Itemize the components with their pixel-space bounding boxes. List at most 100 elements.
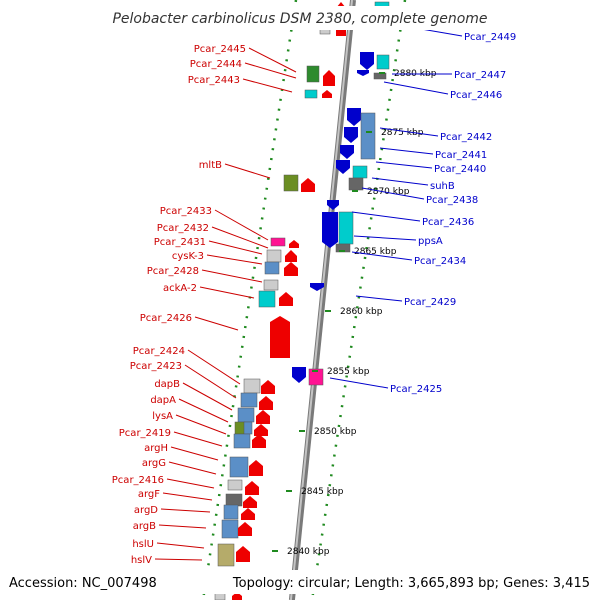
forward-label-leader <box>248 47 297 73</box>
forward-gene-label: dapB <box>154 379 180 390</box>
forward-gene-box <box>258 290 276 308</box>
reverse-gene-arrow <box>360 52 374 70</box>
forward-gene-box <box>240 392 258 408</box>
reverse-gene-arrow <box>340 145 354 159</box>
forward-gene-label: Pcar_2426 <box>140 313 192 324</box>
reverse-gene-labels: Pcar_2449 Pcar_2447 Pcar_2446 Pcar_2442 Pcar… <box>329 23 516 395</box>
footer-backdrop <box>0 570 600 594</box>
reverse-label-leader <box>353 235 417 241</box>
reverse-gene-arrow <box>327 200 339 210</box>
forward-gene-box <box>270 237 286 247</box>
forward-gene-box <box>283 174 299 192</box>
reverse-label-leader <box>355 295 403 302</box>
forward-gene-label: lysA <box>152 411 173 422</box>
reverse-gene-box <box>352 165 368 179</box>
forward-gene-arrow <box>245 481 259 495</box>
reverse-gene-label: Pcar_2429 <box>404 297 456 308</box>
reverse-gene-label: Pcar_2441 <box>435 150 487 161</box>
forward-gene-label: Pcar_2428 <box>147 266 199 277</box>
forward-gene-label: Pcar_2424 <box>133 346 185 357</box>
forward-gene-labels: Pcar_2445 Pcar_2444 Pcar_2443 mltB Pcar_2433… <box>112 44 297 566</box>
forward-gene-box <box>243 378 261 394</box>
scale-tick-label: 2870 kbp <box>367 187 410 197</box>
forward-gene-box <box>264 261 280 275</box>
reverse-label-leader <box>351 251 413 261</box>
forward-gene-glyphs <box>214 2 346 600</box>
forward-gene-box <box>223 504 239 520</box>
forward-label-leader <box>156 542 205 549</box>
forward-label-leader <box>182 382 233 411</box>
scale-tick-label: 2865 kbp <box>354 247 397 257</box>
forward-gene-arrow <box>259 396 273 410</box>
forward-gene-label: Pcar_2419 <box>119 428 171 439</box>
forward-gene-box <box>237 407 255 423</box>
forward-label-leader <box>214 209 269 241</box>
forward-label-leader <box>168 461 217 475</box>
forward-gene-box <box>304 89 318 99</box>
forward-gene-arrow <box>254 424 268 436</box>
reverse-gene-box <box>376 54 390 70</box>
forward-gene-label: argG <box>142 458 166 469</box>
reverse-gene-arrow <box>322 212 338 248</box>
inner-dotted-tracks <box>201 0 407 600</box>
forward-gene-label: Pcar_2416 <box>112 475 164 486</box>
forward-gene-arrow <box>238 522 252 536</box>
forward-gene-arrow <box>285 250 297 262</box>
forward-gene-label: Pcar_2423 <box>130 361 182 372</box>
scale-tick-label: 2845 kbp <box>301 487 344 497</box>
forward-gene-box <box>243 421 253 435</box>
scale-tick-label: 2840 kbp <box>287 547 330 557</box>
forward-gene-arrow <box>323 70 335 86</box>
forward-gene-label: Pcar_2445 <box>194 44 246 55</box>
forward-label-leader <box>184 364 237 399</box>
right-dotted-track <box>310 0 407 600</box>
reverse-gene-box <box>338 211 354 245</box>
forward-label-leader <box>160 508 211 513</box>
forward-label-leader <box>170 446 219 461</box>
reverse-label-leader <box>375 161 433 169</box>
forward-gene-label: Pcar_2443 <box>188 75 240 86</box>
forward-gene-box <box>227 479 243 491</box>
forward-gene-label: mltB <box>199 160 222 171</box>
forward-gene-label: hslU <box>132 539 154 550</box>
reverse-label-leader <box>383 81 449 95</box>
reverse-gene-label: Pcar_2425 <box>390 384 442 395</box>
reverse-gene-arrow <box>292 367 306 383</box>
reverse-gene-label: ppsA <box>418 236 443 247</box>
forward-label-leader <box>206 254 263 265</box>
forward-gene-label: dapA <box>150 395 176 406</box>
forward-gene-label: Pcar_2444 <box>190 59 242 70</box>
forward-label-leader <box>201 269 263 283</box>
forward-gene-arrow <box>301 178 315 192</box>
forward-label-leader <box>166 478 215 489</box>
forward-gene-box <box>266 249 282 263</box>
forward-label-leader <box>173 431 223 447</box>
forward-gene-arrow <box>322 90 332 98</box>
forward-label-leader <box>224 163 271 179</box>
reverse-gene-box <box>308 368 324 386</box>
reverse-gene-label: Pcar_2442 <box>440 132 492 143</box>
forward-label-leader <box>178 398 229 423</box>
reverse-label-leader <box>351 211 421 222</box>
reverse-gene-box <box>360 112 376 160</box>
forward-gene-label: argD <box>134 505 158 516</box>
reverse-gene-arrow <box>310 283 324 291</box>
forward-gene-box <box>234 421 246 435</box>
forward-gene-box <box>229 456 249 478</box>
forward-gene-arrow <box>289 240 299 248</box>
backbone-highlight <box>289 0 353 600</box>
forward-gene-label: Pcar_2432 <box>157 223 209 234</box>
forward-gene-label: hslV <box>131 555 152 566</box>
forward-label-leader <box>211 226 269 249</box>
reverse-label-leader <box>379 127 439 137</box>
reverse-gene-label: suhB <box>430 181 455 192</box>
forward-label-leader <box>162 492 213 501</box>
scale-tick-label: 2850 kbp <box>314 427 357 437</box>
forward-label-leader <box>199 286 255 299</box>
forward-gene-label: ackA-2 <box>163 283 197 294</box>
forward-label-leader <box>208 240 263 255</box>
forward-gene-label: Pcar_2431 <box>154 237 206 248</box>
forward-label-leader <box>158 524 207 529</box>
forward-gene-label: argB <box>133 521 156 532</box>
forward-gene-arrow <box>236 546 250 562</box>
